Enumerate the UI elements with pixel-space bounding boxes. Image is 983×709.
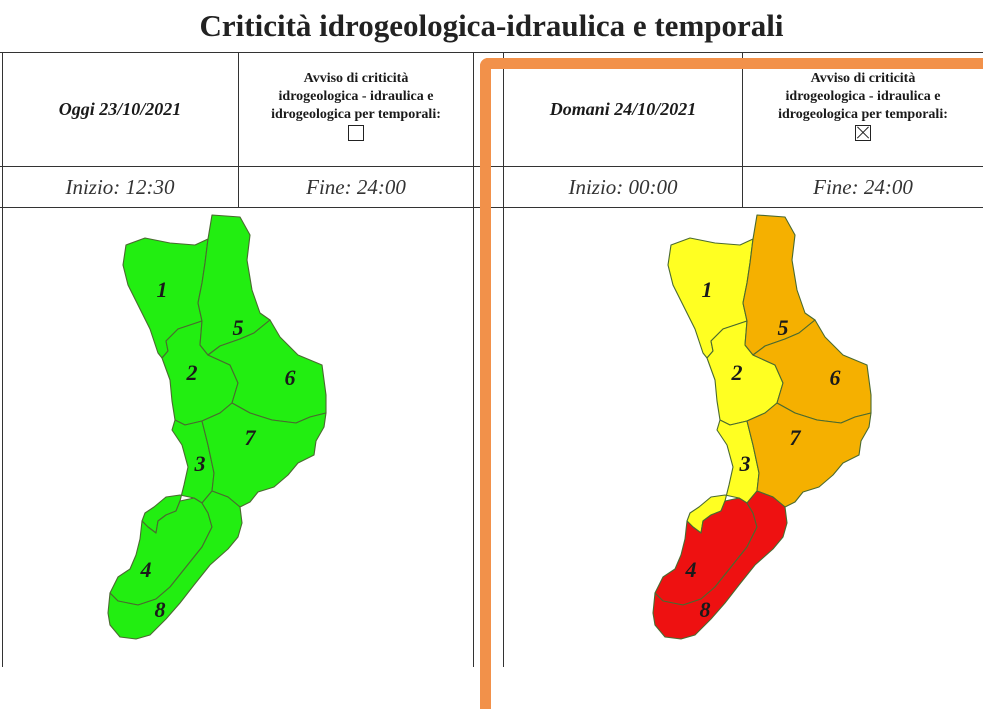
notice-line: idrogeologica per temporali: — [778, 107, 948, 122]
panel-today-date: Oggi 23/10/2021 — [58, 98, 182, 119]
table-divider — [0, 207, 983, 208]
table-divider — [0, 166, 983, 167]
zone-7-label: 7 — [245, 425, 257, 450]
zone-2-label: 2 — [186, 360, 198, 385]
zone-5-label: 5 — [233, 315, 244, 340]
zone-7-label: 7 — [790, 425, 802, 450]
zone-6-label: 6 — [285, 365, 296, 390]
panel-tomorrow-start-time: Inizio: 00:00 — [568, 174, 678, 199]
zone-8-label: 8 — [155, 597, 166, 622]
notice-checkbox — [348, 125, 364, 141]
zone-3-label: 3 — [739, 451, 751, 476]
zone-5-label: 5 — [778, 315, 789, 340]
table-divider — [473, 52, 474, 667]
zone-4-label: 4 — [140, 557, 152, 582]
panel-tomorrow-end-time: Fine: 24:00 — [813, 174, 913, 199]
notice-line: Avviso di criticità — [810, 71, 916, 86]
zone-3-label: 3 — [194, 451, 206, 476]
zone-8-area — [652, 490, 788, 640]
notice-line: idrogeologica per temporali: — [271, 107, 441, 122]
bulletin-title: Criticità idrogeologica-idraulica e temp… — [0, 0, 983, 53]
table-border-left — [2, 52, 3, 667]
calabria-zone-map-today: 1 2 3 4 5 6 7 8 — [107, 214, 327, 640]
zone-7-area — [746, 402, 872, 508]
notice-line: idrogeologica - idraulica e — [278, 89, 434, 104]
notice-line: Avviso di criticità — [303, 71, 409, 86]
notice-checkbox — [855, 125, 871, 141]
zone-7-area — [201, 402, 327, 508]
zone-1-label: 1 — [702, 277, 713, 302]
zone-2-label: 2 — [731, 360, 743, 385]
notice-line: idrogeologica - idraulica e — [785, 89, 941, 104]
table-divider — [238, 52, 239, 207]
panel-tomorrow-date: Domani 24/10/2021 — [549, 98, 697, 119]
zone-4-label: 4 — [685, 557, 697, 582]
zone-1-label: 1 — [157, 277, 168, 302]
panel-today-start-time: Inizio: 12:30 — [65, 174, 175, 199]
panel-today-end-time: Fine: 24:00 — [306, 174, 406, 199]
calabria-zone-map-tomorrow: 1 2 3 4 5 6 7 8 — [652, 214, 872, 640]
table-divider — [503, 52, 504, 667]
zone-6-label: 6 — [830, 365, 841, 390]
table-divider — [742, 52, 743, 207]
zone-8-area — [107, 490, 243, 640]
panel-tomorrow-notice: Avviso di criticità idrogeologica - idra… — [743, 70, 983, 142]
panel-today-notice: Avviso di criticità idrogeologica - idra… — [239, 70, 473, 142]
bulletin-frame: Criticità idrogeologica-idraulica e temp… — [0, 0, 983, 667]
zone-8-label: 8 — [700, 597, 711, 622]
